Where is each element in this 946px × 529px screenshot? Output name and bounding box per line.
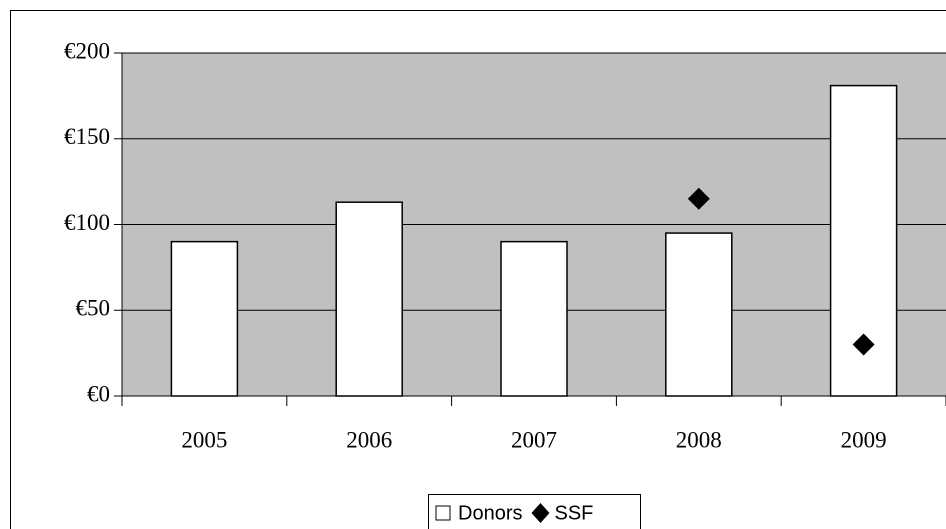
y-tick-label: €200 <box>64 38 110 63</box>
y-tick-label: €50 <box>76 296 111 321</box>
legend-swatch <box>531 503 550 523</box>
legend-swatch <box>435 505 451 521</box>
bar <box>170 240 239 397</box>
legend: Donors SSF <box>428 494 641 529</box>
x-tick-label: 2006 <box>346 427 392 452</box>
legend-label: SSF <box>554 502 593 524</box>
x-tick-label: 2005 <box>181 427 227 452</box>
bar <box>665 232 733 397</box>
marker <box>687 187 710 210</box>
y-tick-label: €0 <box>87 381 110 406</box>
y-tick-label: €150 <box>64 124 110 149</box>
x-tick-label: 2009 <box>841 427 887 452</box>
bar <box>335 201 403 397</box>
y-tick-label: €100 <box>64 210 110 235</box>
x-tick-label: 2008 <box>676 427 722 452</box>
marker <box>852 333 875 356</box>
x-tick-label: 2007 <box>511 427 557 452</box>
bar <box>500 240 568 397</box>
legend-label: Donors <box>458 502 522 524</box>
